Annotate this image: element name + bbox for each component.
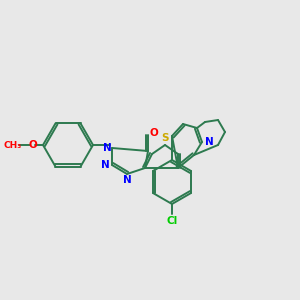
Text: CH₃: CH₃ (4, 140, 22, 149)
Text: N: N (123, 175, 131, 185)
Text: N: N (205, 137, 213, 147)
Text: N: N (100, 160, 109, 170)
Text: Cl: Cl (167, 216, 178, 226)
Text: N: N (103, 143, 111, 153)
Text: O: O (28, 140, 38, 150)
Text: S: S (161, 133, 169, 143)
Text: O: O (150, 128, 158, 138)
